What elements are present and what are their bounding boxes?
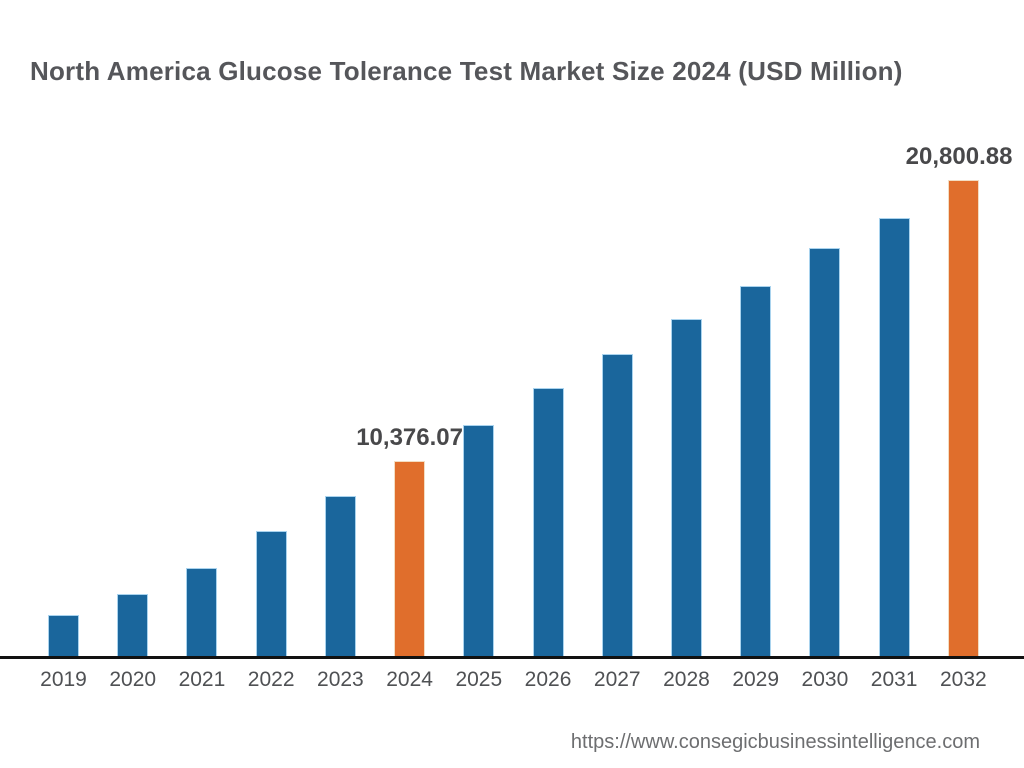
bar-column-2021: 2021 <box>179 568 225 691</box>
bar-2031 <box>878 218 910 656</box>
bar-column-2029: 2029 <box>732 286 779 691</box>
bar-2024 <box>394 461 426 656</box>
x-tick-label-2031: 2031 <box>870 668 918 691</box>
source-url: https://www.consegicbusinessintelligence… <box>570 731 980 753</box>
bar-2021 <box>186 568 218 656</box>
bar-2020 <box>117 594 149 656</box>
bar-column-2031: 2031 <box>871 218 917 691</box>
x-tick-label-2030: 2030 <box>801 668 849 691</box>
x-tick-label-2022: 2022 <box>247 668 295 691</box>
bar-column-2026: 2026 <box>525 388 571 691</box>
x-tick-label-2020: 2020 <box>109 668 157 691</box>
x-tick-label-2023: 2023 <box>317 668 364 691</box>
bar-column-2020: 2020 <box>109 594 156 691</box>
bar-2022 <box>255 531 287 656</box>
x-tick-label-2032: 2032 <box>939 668 987 691</box>
bar-2025 <box>463 425 495 656</box>
bar-2019 <box>48 615 79 656</box>
bar-2028 <box>670 319 702 656</box>
x-tick-label-2027: 2027 <box>593 668 641 691</box>
bar-column-2030: 2030 <box>802 248 848 691</box>
bar-2023 <box>324 496 356 656</box>
x-tick-label-2021: 2021 <box>178 668 226 691</box>
bar-column-2023: 2023 <box>317 496 364 691</box>
chart-title: North America Glucose Tolerance Test Mar… <box>30 56 903 86</box>
bar-2032 <box>947 180 979 656</box>
bar-2030 <box>809 248 841 656</box>
bar-value-label-2024: 10,376.07 <box>356 424 463 451</box>
x-tick-label-2028: 2028 <box>663 668 710 691</box>
x-tick-label-2029: 2029 <box>732 668 780 691</box>
x-tick-label-2025: 2025 <box>455 668 503 691</box>
x-axis-line <box>0 656 1024 659</box>
bar-column-2019: 2019 <box>40 615 87 691</box>
x-tick-label-2026: 2026 <box>524 668 572 691</box>
bar-column-2022: 2022 <box>248 531 295 691</box>
bar-2027 <box>601 354 633 656</box>
bar-column-2028: 2028 <box>663 319 710 691</box>
bar-2029 <box>740 286 772 656</box>
bar-column-2024: 10,376.07 2024 <box>356 424 463 691</box>
bar-column-2025: 2025 <box>455 425 502 691</box>
bar-value-label-2032: 20,800.88 <box>905 143 1013 170</box>
bar-column-2027: 2027 <box>594 354 641 691</box>
x-tick-label-2019: 2019 <box>40 668 87 691</box>
bar-column-2032: 20,800.88 2032 <box>906 143 1013 691</box>
x-tick-label-2024: 2024 <box>386 668 433 691</box>
bar-2026 <box>532 388 564 656</box>
bar-plot-area: 2019 2020 2021 2022 2023 10,376.07 2024 2025 202… <box>40 143 1013 691</box>
